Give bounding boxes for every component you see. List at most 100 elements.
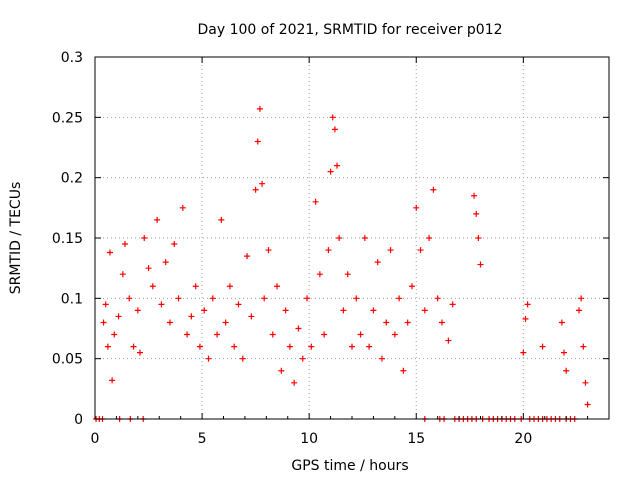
data-point <box>357 331 364 338</box>
data-point <box>475 235 482 241</box>
data-point <box>175 295 182 302</box>
data-point <box>141 235 148 241</box>
y-tick-label: 0.15 <box>52 231 83 247</box>
data-point <box>158 301 165 308</box>
data-point <box>524 301 531 308</box>
data-point <box>578 295 585 302</box>
data-point <box>340 307 347 314</box>
data-point <box>111 331 118 338</box>
data-point <box>413 204 420 211</box>
data-point <box>214 331 221 338</box>
data-point <box>329 114 336 121</box>
axis-ticks: 0 5 10 15 20 0 0.05 0.1 0.15 0.2 0.25 0.3 <box>52 50 609 447</box>
data-point <box>252 186 259 193</box>
data-point <box>408 283 415 290</box>
y-tick-label: 0.25 <box>52 110 83 126</box>
data-point <box>109 377 116 384</box>
x-tick-label: 20 <box>514 431 532 447</box>
y-tick-label: 0.1 <box>61 291 83 307</box>
data-point <box>321 331 328 338</box>
data-point <box>145 265 152 272</box>
data-point <box>235 301 242 308</box>
data-point <box>477 261 484 268</box>
data-point <box>256 105 263 112</box>
data-point <box>265 247 272 254</box>
data-point <box>179 204 186 211</box>
data-point <box>130 343 137 350</box>
data-point <box>391 331 398 338</box>
data-point <box>336 235 343 241</box>
data-point <box>404 319 411 326</box>
y-tick-label: 0 <box>74 412 83 428</box>
data-point <box>473 210 480 217</box>
data-point <box>274 283 281 290</box>
data-point <box>576 307 583 314</box>
data-point <box>115 313 122 320</box>
data-point <box>269 331 276 338</box>
data-point <box>248 313 255 320</box>
data-point <box>184 331 191 338</box>
data-point <box>261 295 268 302</box>
data-point <box>325 247 332 254</box>
data-point <box>278 367 285 374</box>
data-point <box>434 295 441 302</box>
data-point <box>584 401 591 408</box>
data-point <box>100 319 107 326</box>
data-point <box>282 307 289 314</box>
data-point <box>162 259 169 266</box>
data-point <box>239 355 246 362</box>
data-point <box>259 180 266 187</box>
data-point <box>126 295 133 302</box>
data-point <box>430 186 437 193</box>
data-point <box>426 235 433 241</box>
data-point <box>522 315 529 322</box>
data-point <box>312 198 319 205</box>
x-tick-label: 10 <box>300 431 318 447</box>
data-point <box>366 343 373 350</box>
data-point <box>304 295 311 302</box>
data-point <box>400 367 407 374</box>
data-point <box>106 249 113 256</box>
data-point <box>188 313 195 320</box>
y-tick-label: 0.3 <box>61 50 83 66</box>
data-point <box>299 355 306 362</box>
data-point <box>334 162 341 169</box>
chart-title: Day 100 of 2021, SRMTID for receiver p01… <box>197 22 502 38</box>
data-point <box>438 319 445 326</box>
x-tick-label: 15 <box>407 431 425 447</box>
data-point <box>561 349 568 356</box>
data-point <box>445 337 452 344</box>
data-point <box>316 271 323 278</box>
data-point <box>520 349 527 356</box>
grid <box>95 57 609 419</box>
y-tick-label: 0.05 <box>52 352 83 368</box>
data-point <box>308 343 315 350</box>
data-point <box>196 343 203 350</box>
data-point <box>231 343 238 350</box>
data-point <box>218 216 225 223</box>
data-point <box>205 355 212 362</box>
data-point <box>383 319 390 326</box>
data-point <box>327 168 334 175</box>
x-tick-label: 0 <box>91 431 100 447</box>
data-point <box>254 138 261 145</box>
data-point <box>222 319 229 326</box>
data-point <box>291 379 298 386</box>
data-point <box>201 307 208 314</box>
data-point <box>471 192 478 199</box>
data-point <box>244 253 251 260</box>
data-point <box>121 241 128 248</box>
data-point <box>396 295 403 302</box>
data-points <box>93 105 591 422</box>
data-point <box>149 283 156 290</box>
data-point <box>387 247 394 254</box>
data-point <box>209 295 216 302</box>
y-tick-label: 0.2 <box>61 171 83 187</box>
data-point <box>166 319 173 326</box>
data-point <box>374 259 381 266</box>
data-point <box>563 367 570 374</box>
data-point <box>171 241 178 248</box>
data-point <box>192 283 199 290</box>
